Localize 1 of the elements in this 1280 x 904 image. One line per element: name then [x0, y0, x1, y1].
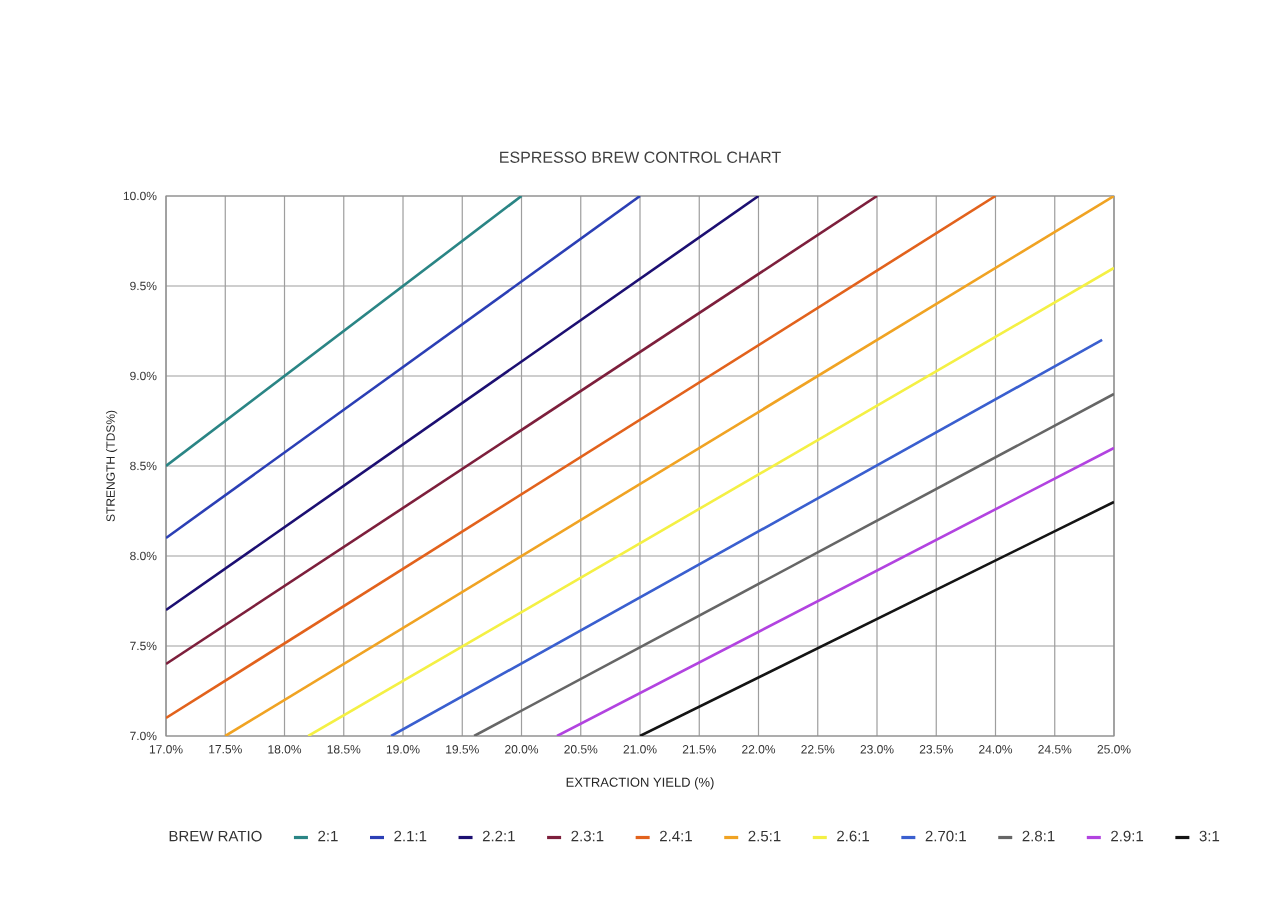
chart-title: ESPRESSO BREW CONTROL CHART — [500, 151, 781, 163]
